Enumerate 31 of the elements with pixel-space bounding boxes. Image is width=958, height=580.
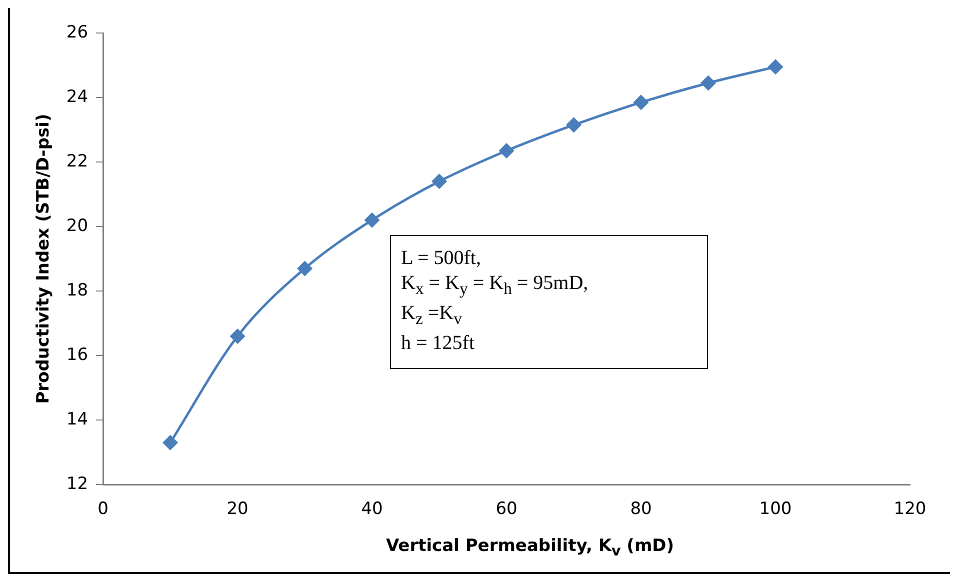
- x-tick-label: 0: [98, 499, 108, 520]
- point: [230, 328, 245, 344]
- x-tick-label: 60: [496, 499, 518, 520]
- x-axis-title: Vertical Permeability, K$_{v}$ (mD): [384, 536, 676, 560]
- y-tick-label: 24: [66, 86, 88, 107]
- y-tick-label: 12: [66, 474, 88, 494]
- annotation: L = 500ft,: [401, 246, 482, 271]
- annotation: K$_{z}$ =K$_{v}$: [401, 301, 463, 330]
- annotation: h = 125ft: [401, 331, 476, 356]
- x-tick-label: 40: [361, 499, 383, 520]
- point: [499, 143, 514, 158]
- y-tick-label: 18: [66, 280, 88, 300]
- y-tick-label: 26: [66, 22, 88, 42]
- x-tick-label: 120: [894, 499, 926, 520]
- point: [768, 60, 783, 74]
- point: [163, 435, 178, 450]
- x-tick-label: 20: [226, 499, 248, 520]
- point: [701, 76, 716, 90]
- point: [634, 95, 648, 110]
- point: [364, 212, 380, 228]
- y-tick-label: 22: [66, 151, 88, 172]
- point: [432, 174, 447, 189]
- y-tick-label: 14: [66, 410, 88, 430]
- y-tick-label: 16: [66, 344, 88, 365]
- point: [298, 261, 312, 276]
- point: [566, 118, 582, 132]
- annotation: K$_{x}$ = K$_{y}$ = K$_{h}$ = 95mD,: [401, 271, 590, 300]
- x-tick-label: 80: [630, 499, 652, 520]
- y-tick-label: 20: [66, 216, 88, 236]
- x-tick-label: 100: [759, 499, 792, 520]
- y-axis-title: Productivity Index (STB/D-psi): [34, 114, 54, 404]
